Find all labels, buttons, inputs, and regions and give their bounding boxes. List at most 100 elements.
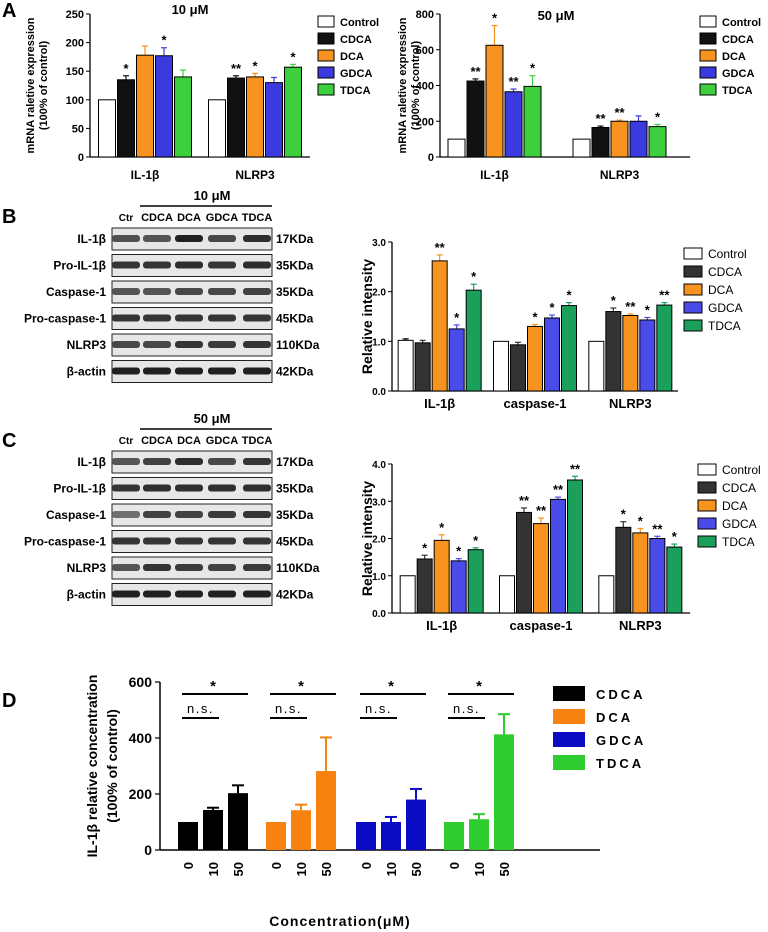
blot-row-label-actin: β-actin [67, 588, 106, 602]
blot-band [175, 261, 203, 269]
blot-band [208, 261, 236, 269]
significance-mark: * [532, 309, 538, 324]
bar-dca-nlrp3 [622, 315, 639, 392]
chart-d-il1b-concentration: 0 200 400 600 IL-1β relative concentration (1… [84, 674, 643, 929]
bar-dca-il-1 [485, 44, 504, 158]
legend-swatch-gdca [553, 732, 585, 747]
x-tick-label: 10 [206, 862, 221, 876]
legend-label-gdca: GDCA [340, 68, 372, 80]
bar-tdca-0 [444, 822, 464, 850]
bar-cdca-il-1 [117, 79, 135, 158]
blot-row-label-nlrp3: NLRP3 [67, 561, 107, 575]
x-tick-label: 50 [231, 862, 246, 876]
legend-swatch-tdca [699, 83, 717, 96]
legend-label-dca: DCA [722, 499, 747, 513]
legend-label-tdca: TDCA [722, 85, 753, 97]
y-axis-label-line: (100% of control) [104, 709, 120, 823]
significance-mark: ** [659, 288, 670, 303]
bar-cdca-il-1 [416, 558, 433, 614]
bar-dca-il-1 [431, 260, 448, 392]
legend-swatch-control [699, 15, 717, 28]
legend-label-cdca: CDCA [708, 265, 742, 279]
blot-band [208, 537, 236, 545]
legend-swatch-dca [317, 49, 335, 62]
blot-band [175, 367, 203, 375]
significance-mark: ** [625, 299, 636, 314]
blot-band [112, 458, 140, 465]
bar-dca-caspase-1 [527, 325, 543, 392]
bar-tdca-caspase-1 [561, 305, 577, 392]
legend-label-dca: DCA [722, 51, 746, 63]
y-tick-label: 100 [66, 95, 84, 107]
significance-mark: * [123, 61, 129, 76]
bar-tdca-nlrp3 [284, 66, 302, 158]
chart-a-10um: 0 50 100 150 200 250 mRNA raletive expression(… [25, 2, 379, 182]
x-tick-label: 0 [447, 862, 462, 869]
significance-mark: * [439, 520, 445, 535]
bar-control-il-1 [447, 138, 466, 158]
legend-swatch-cdca [553, 686, 585, 701]
x-tick-label: 10 [294, 862, 309, 876]
x-axis-label: Concentration(μM) [269, 913, 410, 929]
y-tick-label: 3.0 [372, 238, 386, 249]
blot-band [112, 314, 140, 322]
legend-swatch-tdca [683, 319, 703, 332]
blot-band [112, 564, 140, 571]
significance-mark: ** [519, 493, 530, 508]
legend-label-cdca: CDCA [722, 481, 756, 495]
blot-band [175, 458, 203, 465]
bar-cdca-nlrp3 [591, 127, 610, 158]
significance-mark: ** [595, 111, 606, 126]
bar-dca-caspase-1 [533, 523, 549, 614]
bar-tdca-caspase-1 [567, 479, 583, 614]
x-tick-label: 0 [359, 862, 374, 869]
significance-mark: * [422, 540, 428, 555]
bar-cdca-caspase-1 [516, 511, 532, 614]
blot-lane-label-dca: DCA [177, 212, 201, 224]
y-axis-label-line: Relative intensity [359, 481, 375, 596]
blot-band [143, 484, 171, 492]
bar-dca-50 [316, 771, 336, 850]
legend-label-dca: DCA [708, 283, 733, 297]
blot-band [208, 235, 236, 242]
legend-label-tdca: TDCA [722, 535, 755, 549]
significance-mark: * [638, 513, 644, 528]
significance-mark: * [549, 300, 555, 315]
blot-band [243, 537, 271, 545]
blot-row-label-pro-il-1: Pro-IL-1β [53, 482, 106, 496]
legend-swatch-gdca [697, 517, 717, 530]
blot-band [243, 458, 271, 465]
blot-band [143, 235, 171, 242]
panel-letter-c: C [2, 430, 17, 452]
x-category-label: NLRP3 [609, 396, 652, 411]
significance-mark: * [456, 544, 462, 559]
x-tick-label: 0 [181, 862, 196, 869]
significance-mark: * [530, 61, 536, 76]
blot-band [208, 288, 236, 295]
bar-cdca-0 [178, 822, 198, 850]
y-tick-label: 0 [144, 842, 152, 858]
legend-label-control: Control [722, 17, 761, 29]
blot-band [143, 288, 171, 295]
significance-mark: ** [508, 74, 519, 89]
bar-dca-10 [291, 810, 311, 850]
y-axis-label-line: mRNA raletive expression [397, 17, 409, 153]
significance-mark: * [471, 269, 477, 284]
significance-mark: * [611, 293, 617, 308]
blot-band [112, 288, 140, 295]
legend-label-cdca: CDCA [722, 34, 754, 46]
blot-kda-label: 45KDa [276, 535, 314, 549]
blot-lane-label-ctr: Ctr [119, 213, 134, 224]
legend-label-tdca: TDCA [708, 319, 741, 333]
bar-gdca-il-1 [448, 328, 465, 392]
bar-control-il-1 [397, 339, 414, 392]
legend-swatch-dca [553, 709, 585, 724]
y-axis-label: mRNA raletive expression(100% of control… [397, 17, 422, 153]
blot-kda-label: 35KDa [276, 259, 314, 273]
legend-swatch-gdca [683, 301, 703, 314]
ns-label: n.s. [187, 701, 214, 716]
bar-tdca-il-1 [523, 85, 542, 158]
blot-row-label-actin: β-actin [67, 365, 106, 379]
